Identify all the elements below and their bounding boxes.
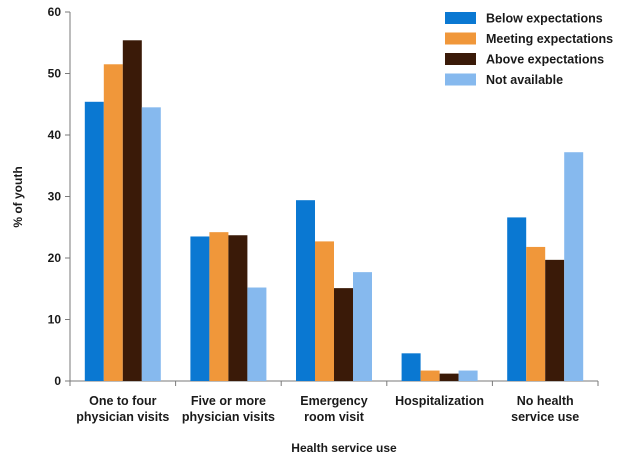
legend-label: Above expectations xyxy=(486,53,604,67)
y-tick-label: 0 xyxy=(54,374,61,388)
bar xyxy=(439,373,459,381)
x-tick-label: Emergency xyxy=(300,394,367,408)
legend-swatch xyxy=(445,32,476,45)
bar xyxy=(458,370,478,381)
legend: Below expectations Meeting expectations Ab… xyxy=(445,12,613,87)
bars xyxy=(84,40,584,382)
legend-label: Below expectations xyxy=(486,12,603,26)
x-tick-label: physician visits xyxy=(76,410,169,424)
y-axis: 0 10 20 30 40 50 60 xyxy=(48,5,71,388)
bar xyxy=(526,246,546,381)
y-tick-label: 10 xyxy=(48,313,62,327)
x-axis-title: Health service use xyxy=(291,441,397,455)
y-tick-label: 40 xyxy=(48,128,62,142)
bar xyxy=(122,40,142,381)
bar xyxy=(564,152,584,381)
y-tick-label: 20 xyxy=(48,251,62,265)
bar xyxy=(420,370,440,381)
bar xyxy=(507,217,527,381)
legend-label: Meeting expectations xyxy=(486,32,613,46)
bar xyxy=(209,232,229,381)
x-tick-label: Hospitalization xyxy=(395,394,484,408)
x-tick-label: No health xyxy=(517,394,574,408)
bar xyxy=(141,107,161,381)
bar xyxy=(401,353,421,381)
bar xyxy=(228,235,248,381)
bar xyxy=(103,64,123,382)
legend-label: Not available xyxy=(486,73,563,87)
bar xyxy=(315,241,334,381)
y-axis-title: % of youth xyxy=(11,166,25,227)
bar xyxy=(334,288,353,381)
bar xyxy=(296,200,315,381)
bar xyxy=(353,272,372,381)
legend-swatch xyxy=(445,73,476,86)
x-tick-label: room visit xyxy=(304,410,365,424)
x-tick-label: One to four xyxy=(89,394,156,408)
y-tick-label: 30 xyxy=(48,190,62,204)
bar xyxy=(545,259,565,381)
x-axis: One to four physician visits Five or more p… xyxy=(69,380,599,424)
y-tick-label: 60 xyxy=(48,5,62,19)
bar xyxy=(247,287,267,381)
bar xyxy=(190,236,210,381)
x-tick-label: physician visits xyxy=(182,410,275,424)
x-tick-label: Five or more xyxy=(191,394,266,408)
x-tick-label: service use xyxy=(511,410,579,424)
legend-swatch xyxy=(445,12,476,24)
y-tick-label: 50 xyxy=(48,67,62,81)
legend-swatch xyxy=(445,53,476,65)
bar xyxy=(84,101,104,381)
